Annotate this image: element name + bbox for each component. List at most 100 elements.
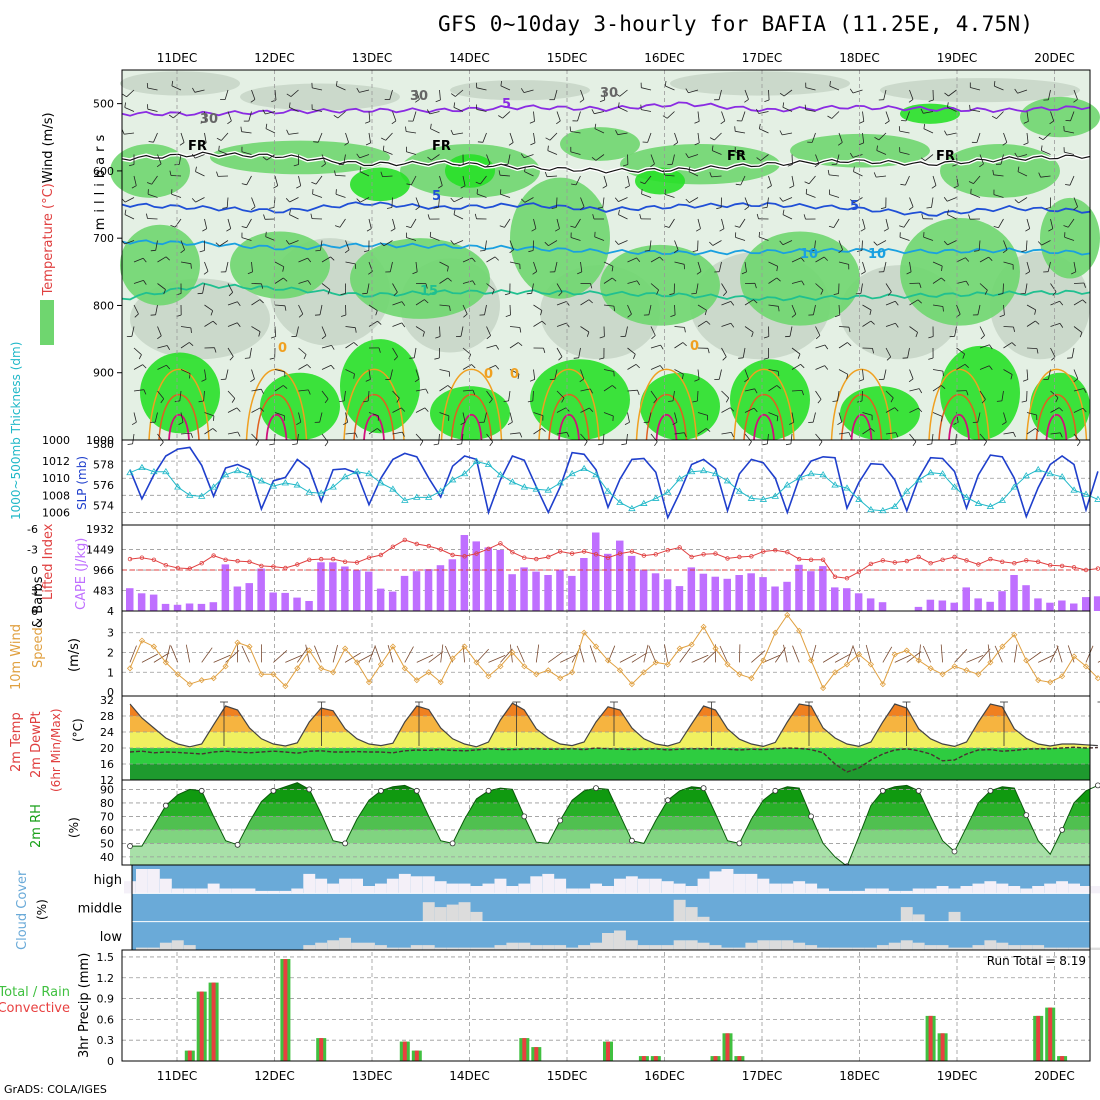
wind-barb [815,365,825,370]
wind-barb [523,89,534,93]
wind-barb [1026,369,1029,380]
wind-barb [905,111,910,122]
temp-axis-label-3: (6hr Min/Max) [49,709,63,793]
wind-barb [994,85,1004,91]
wind-barb-flag [785,443,791,446]
wind-barb [251,197,256,207]
contour-label: 5 [432,189,441,204]
wind-barb [315,175,323,185]
lifted-index-point [151,557,157,562]
surface-wind-barb [619,653,637,663]
cloud-high-bar [506,886,519,894]
wind-barb [814,240,816,251]
cloud-layer-label: middle [78,902,122,917]
wind-barb [697,132,700,143]
wind-barb-flag [450,240,455,245]
wind-barb-flag [435,99,441,103]
wind-barb-flag [190,263,192,269]
rh-2m-point [1059,827,1065,833]
wind-barb-flag [837,421,842,426]
wind-barb [406,151,417,155]
wind-barb-flag [214,347,217,353]
lifted-index-point [486,546,491,551]
wind-speed-point [377,661,385,668]
wind-speed-point [138,637,146,644]
cape-bar [687,567,696,611]
thickness-point [197,492,206,499]
wind-barb [554,89,558,100]
wind-barb [1025,240,1028,251]
wind-speed-point [210,675,217,682]
isotherm-30-loop-1 [265,413,288,441]
surface-wind-barb [607,645,616,663]
wind-barb [885,111,890,122]
lifted-index-point [1024,558,1029,563]
wind-barb-flag [828,225,834,228]
thickness-point [675,475,684,482]
cloud-low-bar [578,945,590,950]
wind-barb-flag [250,378,255,383]
wind-barb [595,154,605,161]
wind-barb-flag [333,114,339,119]
cloud-high-bar [745,873,758,894]
wind-barb-flag [150,249,156,252]
wind-barb [1073,282,1085,284]
pressure-tick-label: 500 [93,98,114,111]
wind-barb [852,89,863,94]
wind-barb [909,407,919,413]
wind-barb [274,261,284,268]
lifted-index-point [426,543,431,549]
wind-barb-flag [265,123,268,129]
wind-barb-flag [824,344,829,350]
thickness-point [138,463,146,471]
surface-wind-barb [1056,645,1063,663]
contour-label: 0 [278,341,287,356]
wind-barb-flag [1014,199,1019,204]
cape-bar [663,579,672,611]
wind-barb [439,369,450,372]
wind-barb-flag [1073,378,1079,383]
wind-barb-flag [255,440,259,446]
wind-barb [721,347,727,357]
wind-barb [909,388,920,392]
wind-barb [345,326,356,329]
wind-barb [789,326,793,337]
wind-barb-flag [942,371,944,377]
wind-barb-flag [240,126,242,132]
wind-barb-flag [524,166,526,172]
wind-barb-flag [495,365,500,370]
temp-axis-label-4: (°C) [71,718,85,742]
wind-barb [1026,320,1036,327]
cloud-middle-bar [446,904,459,922]
wind-barb-flag [556,120,561,125]
wind-barb [265,128,276,134]
wind-barb [617,132,628,136]
wind-barb-flag [293,164,299,167]
wind-barb [392,218,396,229]
lifted-index-point [749,554,754,559]
wind-barb [603,412,614,417]
wind-barb [124,214,135,220]
wind-barb [1001,390,1004,401]
cape-bar [568,575,576,611]
rh-region-40 [635,167,685,195]
cloud-high-bar [147,869,160,894]
wind-barb [509,369,520,375]
wind-barb [862,261,866,272]
wind-barb-flag [491,289,495,295]
wind-barb [556,322,567,327]
cape-bar [532,571,540,611]
wind-barb-flag [327,289,331,295]
rh-region-20 [120,224,200,306]
thickness-tick-label: 578 [93,459,114,472]
rh-tick-label: 40 [100,851,114,864]
wind-barb-flag [292,443,298,445]
thickness-point [652,494,660,501]
wind-speed-point [1047,679,1054,686]
lifted-index-point [450,552,455,558]
wind-barb-flag [624,421,630,425]
wind-barb-flag [1052,291,1057,296]
wind-barb [157,433,164,443]
wind-barb-flag [518,342,523,347]
wind-barb [665,85,675,91]
